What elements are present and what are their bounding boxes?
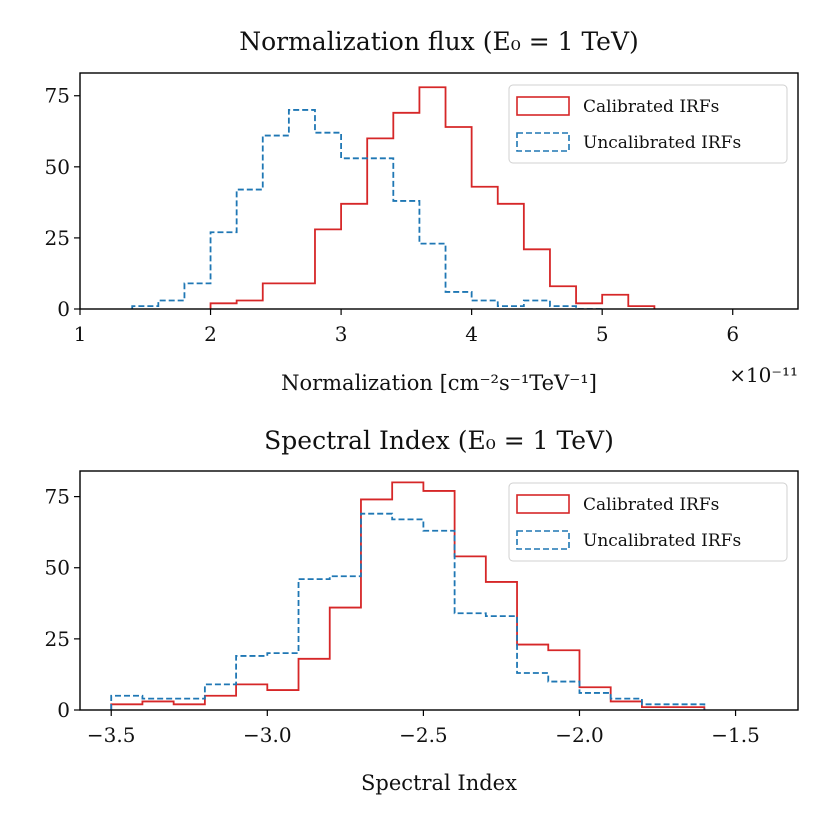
x-tick-label: −3.0 <box>243 723 292 747</box>
chart-title: Spectral Index (E₀ = 1 TeV) <box>264 426 614 455</box>
chart-title: Normalization flux (E₀ = 1 TeV) <box>239 27 639 56</box>
legend: Calibrated IRFs Uncalibrated IRFs <box>508 482 788 562</box>
legend-box <box>508 84 788 164</box>
plot-area <box>110 481 706 710</box>
y-tick-label: 75 <box>45 84 70 108</box>
x-tick-label: 6 <box>726 322 739 346</box>
legend-label: Calibrated IRFs <box>583 495 719 515</box>
plot-area <box>131 86 656 309</box>
spectral-index-histogram-panel: Spectral Index (E₀ = 1 TeV) Spectral Ind… <box>45 426 799 795</box>
y-tick-label: 0 <box>57 698 70 722</box>
x-tick-label: −3.5 <box>87 723 136 747</box>
legend-swatch <box>516 530 570 550</box>
histogram-uncalibrated-irfs <box>110 512 706 710</box>
histogram-calibrated-irfs <box>110 481 706 710</box>
legend: Calibrated IRFs Uncalibrated IRFs <box>508 84 788 164</box>
legend-swatch <box>516 494 570 514</box>
legend-swatch <box>516 96 570 116</box>
legend-box <box>508 482 788 562</box>
histogram-uncalibrated-irfs <box>131 109 603 309</box>
legend-swatch <box>516 132 570 152</box>
y-tick-label: 75 <box>45 485 70 509</box>
y-tick-label: 25 <box>45 226 70 250</box>
axes-frame <box>79 470 799 711</box>
x-tick-label: −2.5 <box>399 723 448 747</box>
legend-label: Calibrated IRFs <box>583 97 719 117</box>
y-tick-label: 50 <box>45 556 70 580</box>
axes-frame <box>79 72 799 310</box>
x-tick-label: 5 <box>596 322 609 346</box>
x-tick-label: −2.0 <box>555 723 604 747</box>
x-axis-label: Normalization [cm⁻²s⁻¹TeV⁻¹] <box>281 371 597 395</box>
x-axis-offset-label: ×10⁻¹¹ <box>729 363 798 387</box>
y-tick-label: 25 <box>45 627 70 651</box>
x-tick-label: 3 <box>335 322 348 346</box>
x-axis-label: Spectral Index <box>361 771 517 795</box>
normalization-histogram-panel: Normalization flux (E₀ = 1 TeV) Normaliz… <box>45 27 799 395</box>
x-tick-label: −1.5 <box>711 723 760 747</box>
y-tick-label: 50 <box>45 155 70 179</box>
legend-label: Uncalibrated IRFs <box>583 531 741 551</box>
legend-label: Uncalibrated IRFs <box>583 133 741 153</box>
histogram-calibrated-irfs <box>209 86 656 309</box>
x-tick-label: 1 <box>74 322 87 346</box>
x-tick-label: 2 <box>204 322 217 346</box>
x-tick-label: 4 <box>465 322 478 346</box>
y-tick-label: 0 <box>57 297 70 321</box>
